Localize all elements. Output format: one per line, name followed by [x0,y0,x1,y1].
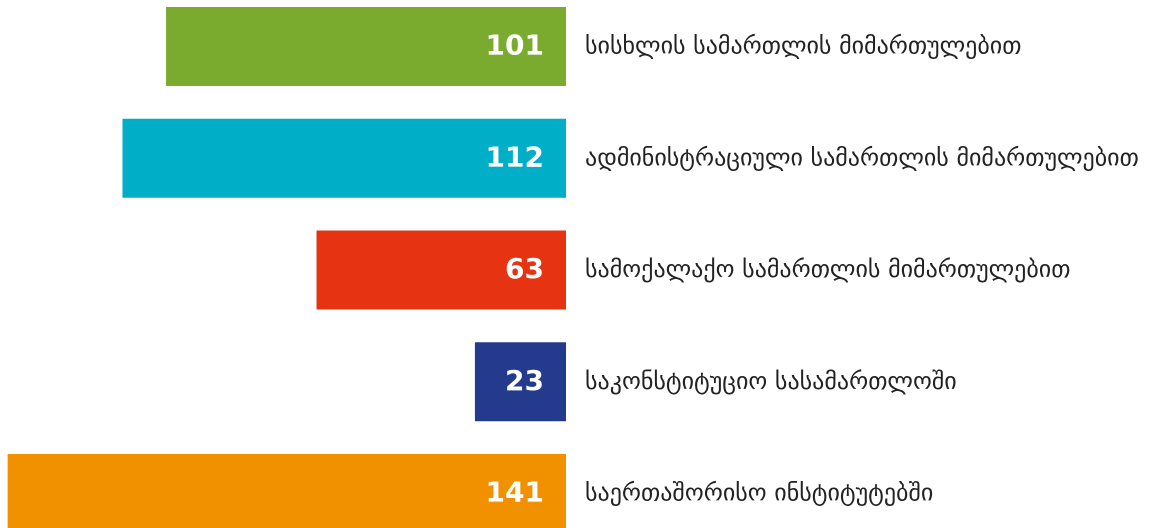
value-label: 63 [505,252,544,285]
category-label: სისხლის სამართლის მიმართულებით [585,32,1021,60]
bar [316,230,566,310]
bar [474,342,566,422]
bar [166,7,567,86]
category-label: ადმინისტრაციული სამართლის მიმართულებით [585,143,1139,171]
bar [122,118,566,198]
value-label: 112 [486,140,544,173]
value-label: 101 [486,29,544,62]
value-label: 23 [505,364,544,397]
category-label: საკონსტიტუციო სასამართლოში [585,367,957,395]
category-label: სამოქალაქო სამართლის მიმართულებით [585,255,1070,283]
value-label: 141 [486,476,544,509]
category-label: საერთაშორისო ინსტიტუტებში [585,479,933,507]
bar [7,454,566,528]
